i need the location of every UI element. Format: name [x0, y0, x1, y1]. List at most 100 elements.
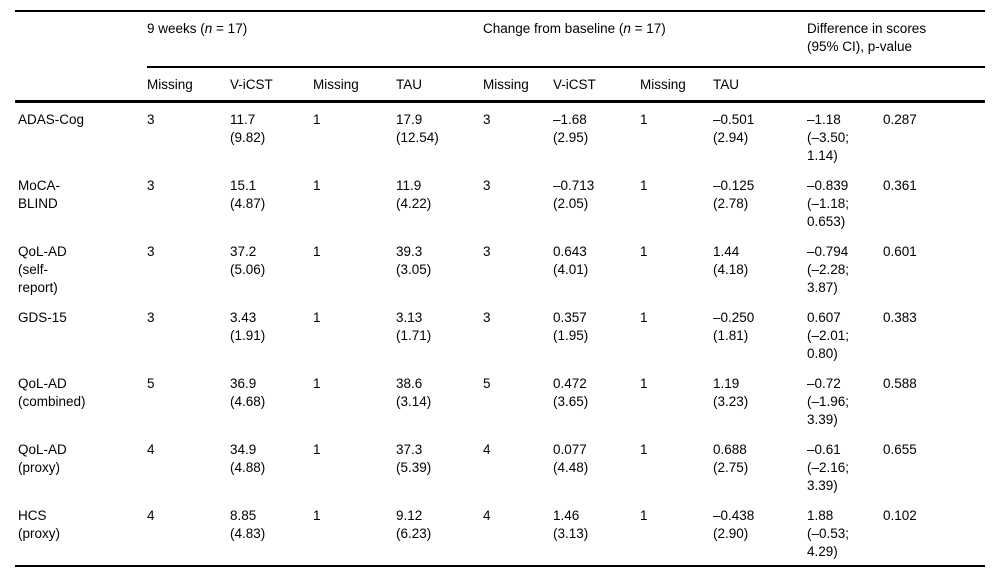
table-row: HCS (proxy) 4 8.85 (4.83) 1 9.12 (6.23) 4 1.46…	[15, 498, 986, 567]
data-cell: –0.250 (1.81)	[713, 309, 755, 343]
table-row: QoL-AD (proxy) 4 34.9 (4.88) 1 37.3 (5.39) 4 0…	[15, 433, 985, 499]
row-label: QoL-AD (self- report)	[18, 243, 67, 295]
data-cell: 0.688 (2.75)	[713, 441, 749, 475]
data-cell: 1.19 (3.23)	[713, 375, 749, 409]
group-label-pre: Change from baseline (	[483, 21, 624, 36]
data-cell: 4	[147, 441, 155, 457]
row-label: QoL-AD (proxy)	[18, 441, 67, 475]
data-cell: 34.9 (4.88)	[230, 441, 266, 475]
data-cell: 0.357 (1.95)	[553, 309, 589, 343]
data-cell: 8.85 (4.83)	[230, 498, 313, 567]
data-cell: 3	[147, 309, 155, 325]
data-cell: 3	[483, 243, 491, 259]
data-cell: 1	[640, 243, 648, 259]
data-cell: 0.588	[883, 375, 917, 391]
table-row: QoL-AD (combined) 5 36.9 (4.68) 1 38.6 (3.14…	[15, 367, 985, 433]
col-header-empty	[883, 67, 986, 103]
data-cell: 0.601	[883, 243, 917, 259]
data-cell: 0.287	[883, 111, 917, 127]
data-cell: –0.839 (–1.18; 0.653)	[807, 177, 850, 229]
data-cell: 1	[640, 441, 648, 457]
data-cell: 1	[313, 375, 321, 391]
column-header-row: Missing V-iCST Missing TAU Missing V-iCS…	[15, 67, 986, 103]
group-header-9-weeks: 9 weeks (n = 17)	[147, 10, 484, 68]
data-cell: 1	[313, 177, 321, 193]
data-cell: 11.9 (4.22)	[396, 177, 432, 211]
data-cell: 1	[640, 375, 648, 391]
row-label: QoL-AD (combined)	[18, 375, 86, 409]
data-cell: 17.9 (12.54)	[396, 111, 439, 145]
data-cell: –0.794 (–2.28; 3.87)	[807, 243, 850, 295]
data-cell: 0.655	[883, 441, 917, 457]
data-cell: 0.643 (4.01)	[553, 243, 589, 277]
data-cell: 4	[483, 441, 491, 457]
data-cell: –0.61 (–2.16; 3.39)	[807, 441, 850, 493]
table-row: GDS-15 3 3.43 (1.91) 1 3.13 (1.71) 3 0.357 (1.…	[15, 301, 985, 367]
data-cell: 1.88 (–0.53; 4.29)	[807, 498, 884, 567]
col-header-vicst: V-iCST	[553, 67, 641, 103]
data-cell: 5	[147, 375, 155, 391]
data-cell: 38.6 (3.14)	[396, 375, 432, 409]
data-cell: –0.438 (2.90)	[713, 498, 808, 567]
data-cell: 1	[313, 111, 321, 127]
data-cell: 0.472 (3.65)	[553, 375, 589, 409]
data-cell: 9.12 (6.23)	[396, 498, 484, 567]
data-cell: 4	[483, 498, 554, 567]
data-cell: –0.501 (2.94)	[713, 111, 755, 145]
data-cell: 1.44 (4.18)	[713, 243, 749, 277]
col-header-tau: TAU	[396, 67, 484, 103]
data-cell: 0.077 (4.48)	[553, 441, 589, 475]
data-cell: 0.607 (–2.01; 0.80)	[807, 309, 850, 361]
data-cell: 1	[313, 243, 321, 259]
italic-n: n	[623, 21, 631, 36]
row-label: ADAS-Cog	[18, 111, 85, 127]
data-cell: 0.102	[883, 498, 986, 567]
data-cell: 3	[147, 177, 155, 193]
group-header-change-from-baseline: Change from baseline (n = 17)	[483, 10, 808, 68]
col-header-vicst: V-iCST	[230, 67, 313, 103]
corner-empty-cell	[15, 67, 147, 103]
data-cell: 37.3 (5.39)	[396, 441, 432, 475]
group-label-post: = 17)	[630, 21, 666, 36]
data-cell: 1	[640, 309, 648, 325]
col-header-missing: Missing	[483, 67, 554, 103]
data-cell: 1	[313, 498, 396, 567]
data-cell: 3.43 (1.91)	[230, 309, 266, 343]
data-cell: 1	[640, 177, 648, 193]
row-label: MoCA- BLIND	[18, 177, 61, 211]
table-row: MoCA- BLIND 3 15.1 (4.87) 1 11.9 (4.22) 3 –0.7…	[15, 169, 985, 235]
data-cell: –1.18 (–3.50; 1.14)	[807, 111, 850, 163]
data-cell: 3	[483, 309, 491, 325]
group-header-difference: Difference in scores (95% CI), p-value	[807, 10, 986, 68]
data-cell: 11.7 (9.82)	[230, 111, 266, 145]
data-cell: 3.13 (1.71)	[396, 309, 432, 343]
data-cell: –0.713 (2.05)	[553, 177, 595, 211]
data-cell: 4	[147, 498, 230, 567]
row-label: HCS (proxy)	[15, 498, 147, 567]
data-cell: –0.125 (2.78)	[713, 177, 755, 211]
data-cell: 3	[483, 177, 491, 193]
outcomes-table: 9 weeks (n = 17) Change from baseline (n…	[15, 10, 986, 567]
data-cell: 3	[147, 243, 155, 259]
data-cell: 5	[483, 375, 491, 391]
data-cell: –1.68 (2.95)	[553, 111, 589, 145]
italic-n: n	[204, 21, 213, 36]
data-cell: 15.1 (4.87)	[230, 177, 266, 211]
data-cell: 39.3 (3.05)	[396, 243, 432, 277]
data-cell: 3	[483, 111, 491, 127]
group-header-row: 9 weeks (n = 17) Change from baseline (n…	[15, 10, 986, 68]
data-cell: 3	[147, 111, 155, 127]
group-label-pre: 9 weeks (	[147, 21, 205, 36]
col-header-missing: Missing	[313, 67, 396, 103]
data-cell: 1	[313, 309, 321, 325]
data-cell: 36.9 (4.68)	[230, 375, 266, 409]
table-row: QoL-AD (self- report) 3 37.2 (5.06) 1 39.3 (…	[15, 235, 985, 301]
data-cell: 0.383	[883, 309, 917, 325]
data-cell: 1	[640, 498, 714, 567]
table-row: ADAS-Cog 3 11.7 (9.82) 1 17.9 (12.54) 3 –1.68 …	[15, 101, 985, 169]
col-header-missing: Missing	[147, 67, 230, 103]
col-header-empty	[807, 67, 884, 103]
corner-empty-cell	[15, 10, 147, 67]
col-header-missing: Missing	[640, 67, 714, 103]
